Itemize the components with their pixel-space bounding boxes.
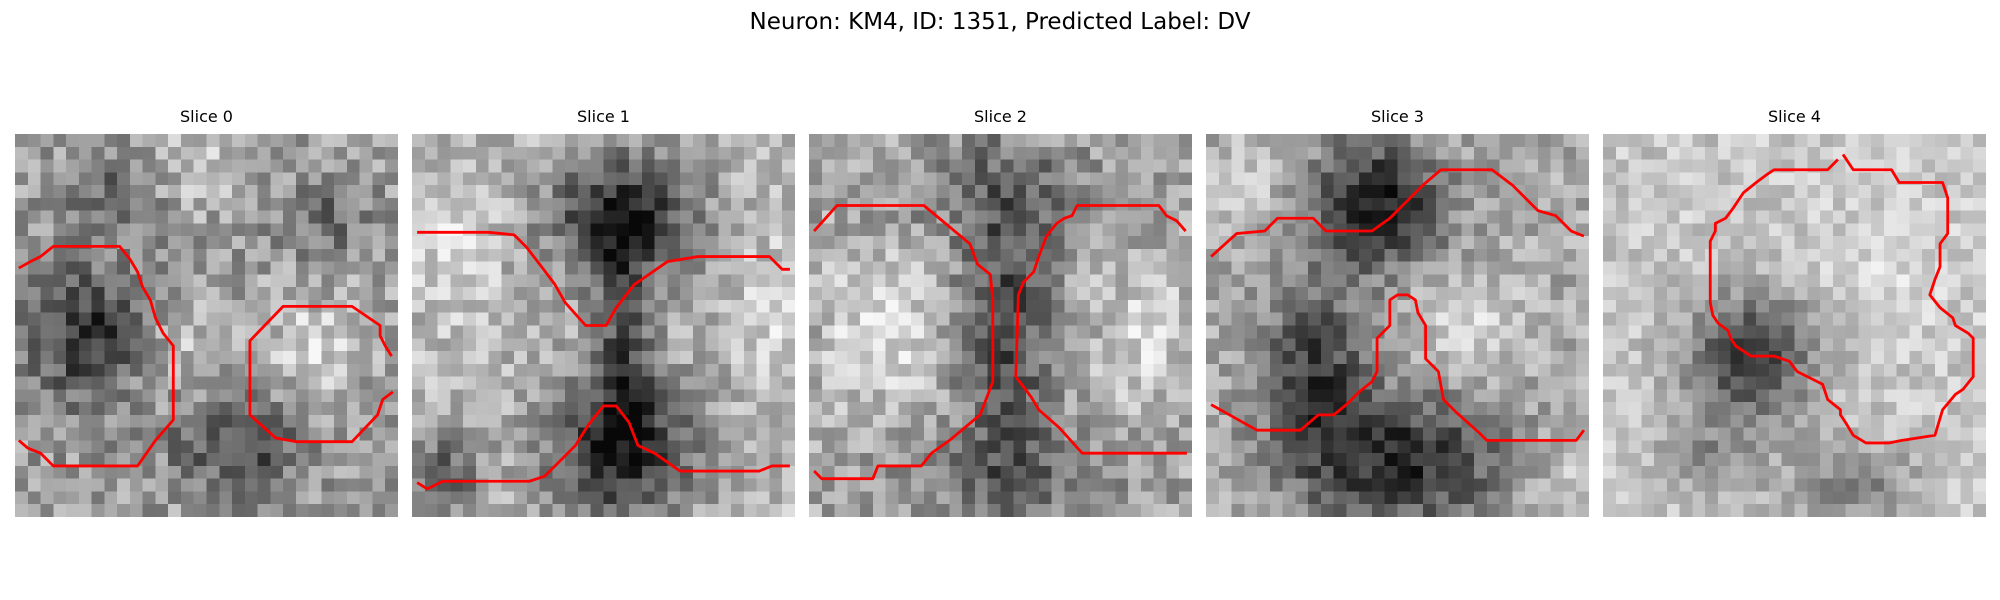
figure-title: Neuron: KM4, ID: 1351, Predicted Label: … <box>749 9 1251 35</box>
slice-title-2: Slice 2 <box>974 107 1027 126</box>
slice-panel-2: Slice 2 <box>809 107 1192 517</box>
slice-image-3 <box>1206 134 1589 517</box>
slice-title-1: Slice 1 <box>577 107 630 126</box>
contour-line-4-0 <box>1708 153 1975 445</box>
slice-title-4: Slice 4 <box>1768 107 1821 126</box>
slice-panel-4: Slice 4 <box>1603 107 1986 517</box>
slice-panel-3: Slice 3 <box>1206 107 1589 517</box>
contour-line-2-1 <box>1014 204 1187 455</box>
slice-title-3: Slice 3 <box>1371 107 1424 126</box>
slice-image-1 <box>412 134 795 517</box>
slice-image-2 <box>809 134 1192 517</box>
contour-line-1-0 <box>417 230 790 327</box>
contour-line-1-1 <box>416 404 790 491</box>
slice-panel-0: Slice 0 <box>15 107 398 517</box>
slice-image-4 <box>1603 134 1986 517</box>
slice-panel-1: Slice 1 <box>412 107 795 517</box>
contour-line-0-0 <box>17 244 175 468</box>
slice-title-0: Slice 0 <box>180 107 233 126</box>
contour-line-3-0 <box>1210 168 1585 258</box>
slice-image-0 <box>15 134 398 517</box>
contour-line-3-1 <box>1210 293 1586 442</box>
contour-line-0-1 <box>248 304 394 444</box>
contour-line-2-0 <box>813 204 995 481</box>
